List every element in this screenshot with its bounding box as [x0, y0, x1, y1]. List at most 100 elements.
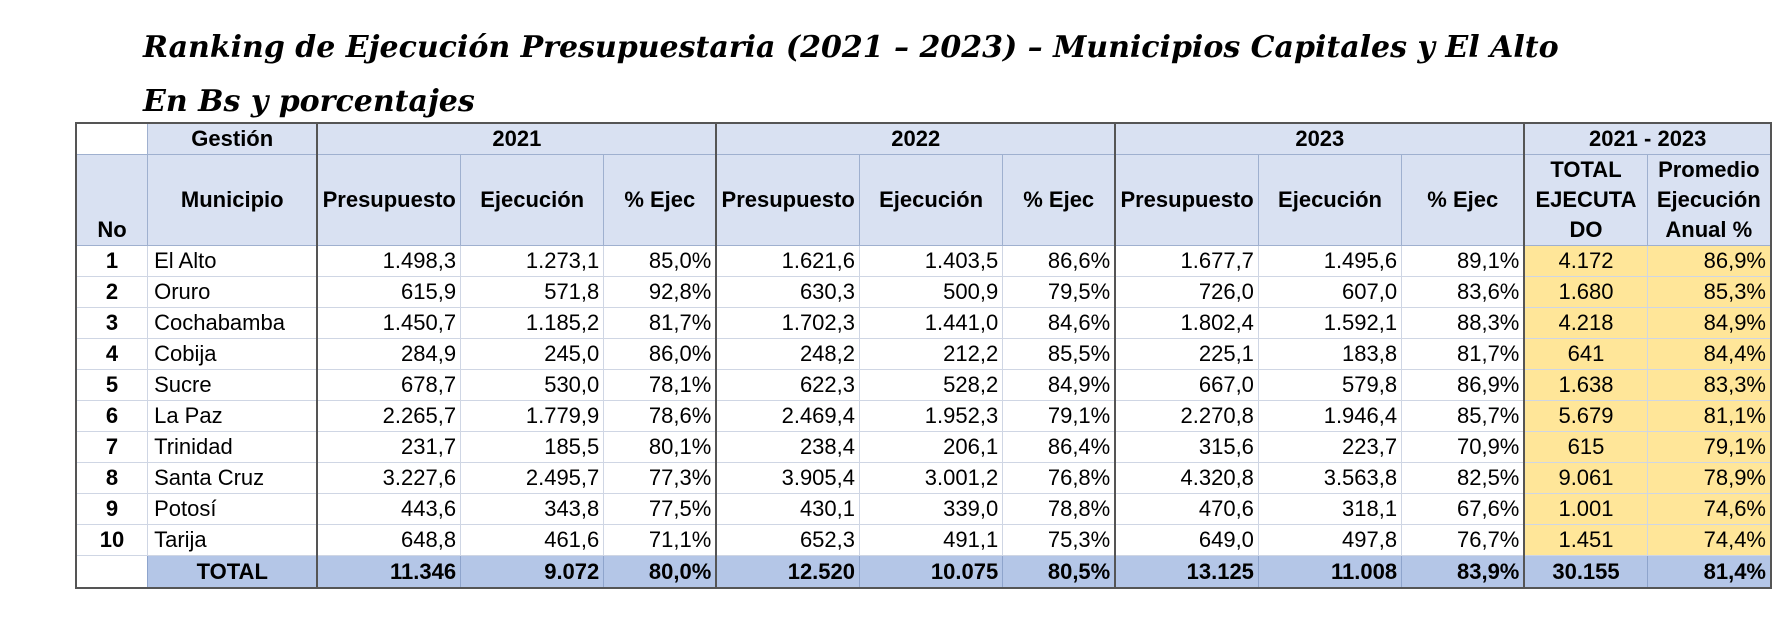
pct-2022-cell: 86,4%: [1002, 431, 1116, 463]
header-ejecucion-2023: Ejecución: [1257, 154, 1403, 246]
ejecucion-2021-cell: 1.779,9: [460, 400, 605, 432]
pct-2021-cell: 92,8%: [603, 276, 717, 308]
municipio-cell: El Alto: [147, 245, 318, 277]
promedio-cell: 86,9%: [1646, 245, 1772, 277]
pct-2022-cell: 86,6%: [1002, 245, 1116, 277]
ejecucion-2022-cell: 3.001,2: [858, 462, 1004, 494]
ejecucion-2023-cell: 579,8: [1257, 369, 1403, 401]
table-row: 1 El Alto 1.498,3 1.273,1 85,0% 1.621,6 1.403,…: [75, 245, 1772, 277]
municipio-cell: Trinidad: [147, 431, 318, 463]
table-row: 5 Sucre 678,7 530,0 78,1% 622,3 528,2 84,9% 667,…: [75, 369, 1772, 401]
pct-2023-cell: 67,6%: [1401, 493, 1525, 525]
promedio-cell: 85,3%: [1646, 276, 1772, 308]
pct-2023-cell: 82,5%: [1401, 462, 1525, 494]
pct-2023-cell: 86,9%: [1401, 369, 1525, 401]
ejecucion-2022-cell: 212,2: [858, 338, 1004, 370]
header-ejecucion-2022: Ejecución: [858, 154, 1004, 246]
total-presupuesto-2021-cell: 11.346: [316, 555, 462, 589]
pct-2021-cell: 78,6%: [603, 400, 717, 432]
pct-2021-cell: 86,0%: [603, 338, 717, 370]
ejecucion-2021-cell: 530,0: [460, 369, 605, 401]
table-row: 2 Oruro 615,9 571,8 92,8% 630,3 500,9 79,5% 726,…: [75, 276, 1772, 308]
header-pct-2021: % Ejec: [603, 154, 717, 246]
presupuesto-2022-cell: 1.621,6: [715, 245, 861, 277]
pct-2023-cell: 89,1%: [1401, 245, 1525, 277]
header-promedio: Promedio Ejecución Anual %: [1646, 154, 1772, 246]
pct-2023-cell: 85,7%: [1401, 400, 1525, 432]
total-ejecutado-cell: 1.001: [1523, 493, 1648, 525]
municipio-cell: La Paz: [147, 400, 318, 432]
presupuesto-2022-cell: 248,2: [715, 338, 861, 370]
presupuesto-2022-cell: 238,4: [715, 431, 861, 463]
header-year-2023: 2023: [1114, 122, 1525, 155]
promedio-cell: 79,1%: [1646, 431, 1772, 463]
total-ejecucion-2021-cell: 9.072: [460, 555, 605, 589]
header-municipio: Municipio: [147, 154, 318, 246]
pct-2022-cell: 76,8%: [1002, 462, 1116, 494]
ejecucion-2021-cell: 1.185,2: [460, 307, 605, 339]
total-label: TOTAL: [147, 555, 318, 589]
presupuesto-2022-cell: 622,3: [715, 369, 861, 401]
pct-2023-cell: 81,7%: [1401, 338, 1525, 370]
pct-2022-cell: 79,5%: [1002, 276, 1116, 308]
total-ejecutado-cell: 4.172: [1523, 245, 1648, 277]
ejecucion-2023-cell: 1.946,4: [1257, 400, 1403, 432]
total-promedio-cell: 81,4%: [1646, 555, 1772, 589]
presupuesto-2021-cell: 3.227,6: [316, 462, 462, 494]
header-pct-2022: % Ejec: [1002, 154, 1116, 246]
row-number-cell: 4: [75, 338, 149, 370]
pct-2023-cell: 83,6%: [1401, 276, 1525, 308]
presupuesto-2023-cell: 315,6: [1114, 431, 1259, 463]
pct-2022-cell: 84,6%: [1002, 307, 1116, 339]
presupuesto-2023-cell: 225,1: [1114, 338, 1259, 370]
presupuesto-2021-cell: 615,9: [316, 276, 462, 308]
ejecucion-2022-cell: 1.441,0: [858, 307, 1004, 339]
promedio-cell: 74,4%: [1646, 524, 1772, 556]
pct-2021-cell: 77,3%: [603, 462, 717, 494]
presupuesto-2021-cell: 2.265,7: [316, 400, 462, 432]
presupuesto-2023-cell: 649,0: [1114, 524, 1259, 556]
ejecucion-2022-cell: 500,9: [858, 276, 1004, 308]
pct-2021-cell: 71,1%: [603, 524, 717, 556]
row-number-cell: 8: [75, 462, 149, 494]
header-presupuesto-2022: Presupuesto: [715, 154, 861, 246]
promedio-cell: 84,9%: [1646, 307, 1772, 339]
total-row: TOTAL 11.346 9.072 80,0% 12.520 10.075 80,5% 13…: [75, 555, 1772, 589]
total-ejecutado-cell: 641: [1523, 338, 1648, 370]
presupuesto-2021-cell: 648,8: [316, 524, 462, 556]
header-blank-cell: [75, 122, 149, 155]
municipio-cell: Cochabamba: [147, 307, 318, 339]
presupuesto-2022-cell: 630,3: [715, 276, 861, 308]
total-ejecutado-cell: 9.061: [1523, 462, 1648, 494]
promedio-cell: 78,9%: [1646, 462, 1772, 494]
presupuesto-2023-cell: 2.270,8: [1114, 400, 1259, 432]
pct-2021-cell: 85,0%: [603, 245, 717, 277]
pct-2022-cell: 84,9%: [1002, 369, 1116, 401]
header-gestion: Gestión: [147, 122, 318, 155]
header-row-years: Gestión 2021 2022 2023 2021 - 2023: [75, 122, 1772, 155]
total-ejecutado-cell: 5.679: [1523, 400, 1648, 432]
total-blank-cell: [75, 555, 149, 589]
municipio-cell: Santa Cruz: [147, 462, 318, 494]
pct-2021-cell: 81,7%: [603, 307, 717, 339]
presupuesto-2021-cell: 231,7: [316, 431, 462, 463]
pct-2022-cell: 75,3%: [1002, 524, 1116, 556]
total-presupuesto-2023-cell: 13.125: [1114, 555, 1259, 589]
row-number-cell: 10: [75, 524, 149, 556]
municipio-cell: Sucre: [147, 369, 318, 401]
presupuesto-2022-cell: 1.702,3: [715, 307, 861, 339]
ejecucion-2021-cell: 185,5: [460, 431, 605, 463]
presupuesto-2023-cell: 726,0: [1114, 276, 1259, 308]
ejecucion-2021-cell: 1.273,1: [460, 245, 605, 277]
row-number-cell: 1: [75, 245, 149, 277]
header-presupuesto-2023: Presupuesto: [1114, 154, 1259, 246]
total-pct-2022-cell: 80,5%: [1002, 555, 1116, 589]
presupuesto-2023-cell: 667,0: [1114, 369, 1259, 401]
presupuesto-2021-cell: 284,9: [316, 338, 462, 370]
table-row: 3 Cochabamba 1.450,7 1.185,2 81,7% 1.702,3 1.4…: [75, 307, 1772, 339]
table-row: 8 Santa Cruz 3.227,6 2.495,7 77,3% 3.905,4 3.0…: [75, 462, 1772, 494]
total-pct-2021-cell: 80,0%: [603, 555, 717, 589]
ejecucion-2021-cell: 343,8: [460, 493, 605, 525]
presupuesto-2021-cell: 678,7: [316, 369, 462, 401]
presupuesto-2021-cell: 1.498,3: [316, 245, 462, 277]
